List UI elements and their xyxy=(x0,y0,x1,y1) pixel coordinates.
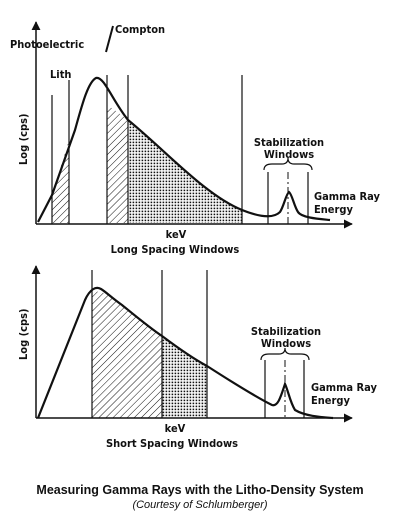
bottom-hatch-region xyxy=(92,291,162,418)
top-panel: Photoelectric Compton Lith Log (cps) Sta… xyxy=(10,21,381,256)
bottom-stab-label-2: Windows xyxy=(261,337,311,350)
top-panel-title: Long Spacing Windows xyxy=(111,243,240,256)
figure-caption-title: Measuring Gamma Rays with the Litho-Dens… xyxy=(36,483,363,497)
bottom-gamma-label-1: Gamma Ray xyxy=(311,381,378,394)
bottom-panel-title: Short Spacing Windows xyxy=(106,437,238,450)
top-header-photoelectric: Photoelectric xyxy=(10,38,84,51)
top-spectrum-curve xyxy=(37,76,331,223)
top-stab-label-2: Windows xyxy=(264,148,314,161)
bottom-dotted-region xyxy=(162,336,207,418)
top-compton-hatch xyxy=(107,105,128,223)
bottom-stab-brace xyxy=(260,347,310,361)
top-gamma-label-1: Gamma Ray xyxy=(314,190,381,203)
bottom-stab-label-1: Stabilization xyxy=(251,325,321,338)
bottom-x-axis-label: keV xyxy=(165,422,186,435)
top-gamma-label-2: Energy xyxy=(314,203,353,216)
top-header-compton: Compton xyxy=(115,23,165,36)
bottom-y-axis-label: Log (cps) xyxy=(17,308,30,360)
bottom-panel: Log (cps) Stabilization Windows Gamma Ra… xyxy=(17,265,378,450)
top-stab-brace xyxy=(263,157,313,171)
top-y-axis-label: Log (cps) xyxy=(17,113,30,165)
top-lith-label: Lith xyxy=(50,68,71,81)
top-x-axis-label: keV xyxy=(166,228,187,241)
figure-caption-credit: (Courtesy of Schlumberger) xyxy=(132,499,267,511)
top-header-slash xyxy=(105,25,114,53)
top-stab-label-1: Stabilization xyxy=(254,136,324,149)
bottom-gamma-label-2: Energy xyxy=(311,394,350,407)
bottom-spectrum-curve xyxy=(36,286,334,420)
